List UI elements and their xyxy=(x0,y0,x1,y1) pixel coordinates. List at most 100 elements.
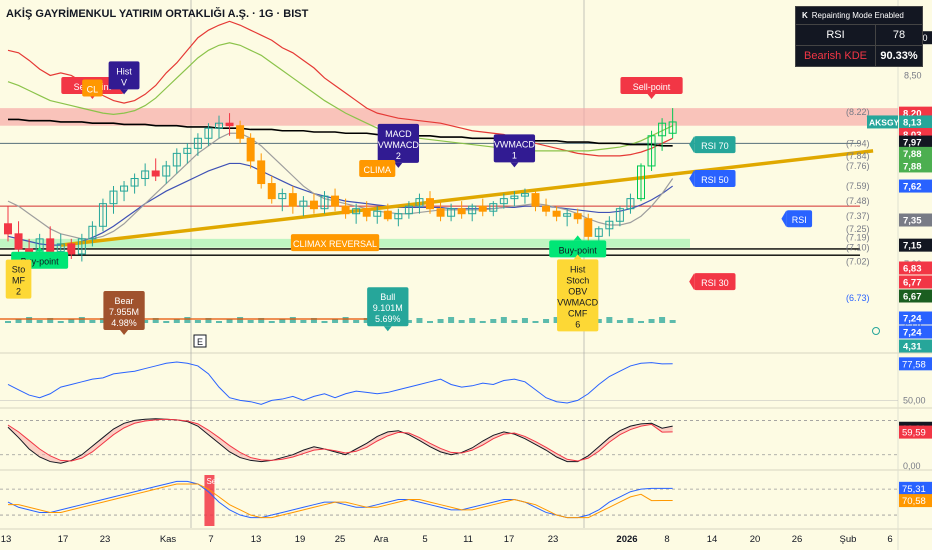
volume-bar xyxy=(205,318,212,323)
pane-background xyxy=(0,409,932,469)
price-label-text: 7,88 xyxy=(903,149,922,160)
price-label-text: 7,88 xyxy=(903,161,922,172)
level-value-label: (7.19) xyxy=(846,233,870,243)
tag-arrow xyxy=(689,273,695,291)
overlay-gray-ma xyxy=(7,132,674,240)
price-label-box xyxy=(899,135,932,149)
candle-body xyxy=(215,122,223,129)
signal-tag-text: Hist xyxy=(116,66,132,76)
signal-tag xyxy=(103,291,145,331)
price-label-box xyxy=(899,159,932,173)
table-row: Bearish KDE 90.33% xyxy=(796,46,922,66)
signal-tag-text: RSI 50 xyxy=(701,175,729,185)
signal-tag xyxy=(557,259,599,332)
signal-tag xyxy=(549,240,607,258)
price-label-text: 8,03 xyxy=(903,130,922,141)
candle-body xyxy=(362,208,371,217)
volume-bar xyxy=(416,318,423,323)
volume-bar xyxy=(500,317,507,323)
volume-bar xyxy=(479,321,486,323)
x-tick-label: Kas xyxy=(160,534,177,545)
volume-bar xyxy=(57,321,64,323)
candle-body xyxy=(668,121,677,134)
price-label-text: 4,31 xyxy=(903,342,922,353)
signal-tag-text: 9.101M xyxy=(373,303,403,313)
signal-tag-text: Hist xyxy=(570,264,586,274)
volume-bar xyxy=(289,317,296,323)
signal-tag xyxy=(5,259,32,299)
signal-tag-text: RSI xyxy=(792,215,807,225)
level-value-label: (7.25) xyxy=(846,224,870,234)
signal-tag-text: Buy-point xyxy=(559,245,598,255)
volume-bar xyxy=(363,318,370,323)
volume-bar xyxy=(543,319,550,323)
overlay-upper-red xyxy=(7,20,673,157)
x-tick-label: 13 xyxy=(251,534,262,545)
volume-bar xyxy=(173,319,180,323)
price-label-text: 6,83 xyxy=(903,264,922,275)
candle-body xyxy=(594,228,603,237)
price-label-box xyxy=(899,339,932,353)
signal-tag-text: 2 xyxy=(16,287,21,297)
page-title: AKİŞ GAYRİMENKUL YATIRIM ORTAKLIĞI A.Ş. … xyxy=(6,8,309,20)
x-tick-label: 26 xyxy=(792,534,803,545)
candle-body xyxy=(204,127,213,139)
candle-body xyxy=(98,203,107,227)
price-label-box xyxy=(899,325,932,339)
signal-tag-text: Stoch xyxy=(566,275,589,285)
volume-bar xyxy=(78,317,85,323)
price-label-text: 7,62 xyxy=(903,182,922,193)
candle-body xyxy=(130,178,139,187)
volume-bar xyxy=(469,318,476,323)
candle-body xyxy=(658,122,667,137)
x-tick-label: 19 xyxy=(295,534,306,545)
x-tick-label: 6 xyxy=(887,534,892,545)
candle-body xyxy=(383,210,392,220)
candle-body xyxy=(647,135,656,167)
candle-body xyxy=(4,223,12,235)
volume-bar xyxy=(163,321,170,323)
volume-bar xyxy=(15,319,22,323)
candle-body xyxy=(531,193,540,207)
price-label-text: 7,35 xyxy=(903,216,922,227)
level-value-label: (7.94) xyxy=(846,138,870,148)
sell-signal-text: Sell xyxy=(206,477,220,486)
level-value-label: (7.10) xyxy=(846,243,870,253)
x-tick-label: 5 xyxy=(422,534,427,545)
volume-bar xyxy=(648,319,655,323)
x-tick-label: 11 xyxy=(463,534,473,545)
tag-arrow xyxy=(383,326,392,332)
volume-bar xyxy=(437,319,444,323)
candle-body xyxy=(141,170,150,180)
repainting-mode-header: K Repainting Mode Enabled xyxy=(796,7,922,25)
volume-bar xyxy=(142,320,149,323)
signal-tag-text: CL xyxy=(87,85,99,95)
symbol-label-box xyxy=(867,115,898,129)
volume-bar xyxy=(627,318,634,323)
earnings-marker-text: E xyxy=(197,337,203,347)
signal-tag-text: CLIMA xyxy=(363,165,391,175)
y-tick-label: 8,50 xyxy=(904,70,922,80)
volume-bar xyxy=(258,318,265,323)
candle-body xyxy=(88,225,97,240)
resistance-band xyxy=(0,108,898,126)
candle-body xyxy=(426,198,434,210)
candle-body xyxy=(552,210,561,217)
table-row: RSI 78 xyxy=(796,25,922,46)
tag-arrow xyxy=(689,170,695,188)
volume-bar xyxy=(47,318,54,323)
signal-tag xyxy=(620,76,683,94)
candle-body xyxy=(109,190,118,205)
signal-tag-text: Bear xyxy=(115,296,134,306)
tag-arrow xyxy=(647,93,656,99)
candle-body xyxy=(151,170,160,177)
candle-body xyxy=(267,183,276,200)
x-tick-label: 20 xyxy=(750,534,761,545)
volume-bar xyxy=(490,319,497,323)
price-label-box xyxy=(899,261,932,275)
signal-tag xyxy=(290,234,380,252)
signal-tag xyxy=(694,170,736,188)
volume-bar xyxy=(458,320,465,323)
tag-arrow xyxy=(510,162,519,168)
